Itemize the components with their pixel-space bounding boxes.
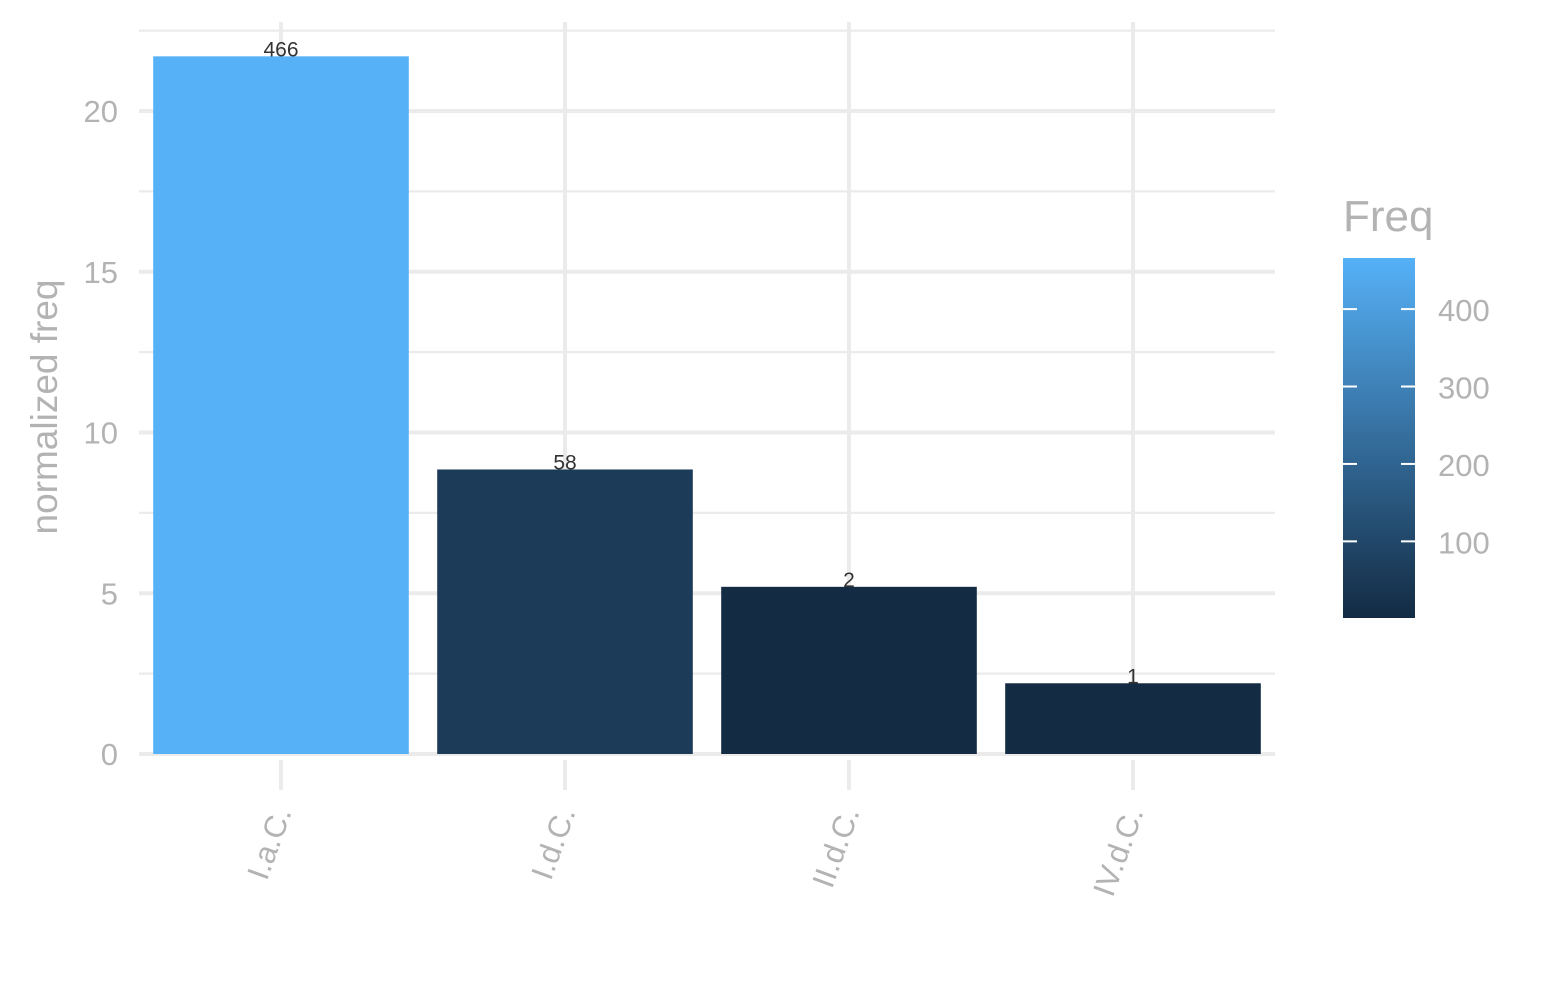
bar-labels: 466 58 2 1 xyxy=(263,38,1138,688)
x-tick-label: IV.d.C. xyxy=(1086,802,1150,900)
y-tick-label: 10 xyxy=(84,416,118,451)
colorbar-label: 400 xyxy=(1438,293,1490,328)
bar-value-label: 466 xyxy=(263,38,298,61)
bar xyxy=(721,586,977,754)
colorbar-label: 300 xyxy=(1438,371,1490,406)
colorbar-label: 200 xyxy=(1438,448,1490,483)
legend: Freq 100 200 300 400 xyxy=(1343,192,1490,618)
x-tick-label: I.a.C. xyxy=(240,802,298,884)
colorbar-label: 100 xyxy=(1438,525,1490,560)
bar xyxy=(437,469,693,754)
y-axis-title: normalized freq xyxy=(24,279,65,534)
y-tick-label: 0 xyxy=(101,737,118,772)
x-tick-label: II.d.C. xyxy=(805,802,866,892)
x-tick-label: I.d.C. xyxy=(524,802,582,884)
y-tick-label: 15 xyxy=(84,255,118,290)
colorbar xyxy=(1343,258,1415,618)
x-axis: I.a.C. I.d.C. II.d.C. IV.d.C. xyxy=(240,760,1151,901)
y-tick-label: 5 xyxy=(101,576,118,611)
bar-value-label: 1 xyxy=(1127,665,1139,688)
bar xyxy=(153,56,409,755)
legend-title: Freq xyxy=(1343,192,1433,241)
bar-value-label: 2 xyxy=(843,569,855,592)
bar-value-label: 58 xyxy=(553,451,576,474)
y-tick-label: 20 xyxy=(84,94,118,129)
y-axis: 0 5 10 15 20 xyxy=(84,94,118,772)
bar xyxy=(1005,683,1261,754)
bars xyxy=(153,56,1261,755)
